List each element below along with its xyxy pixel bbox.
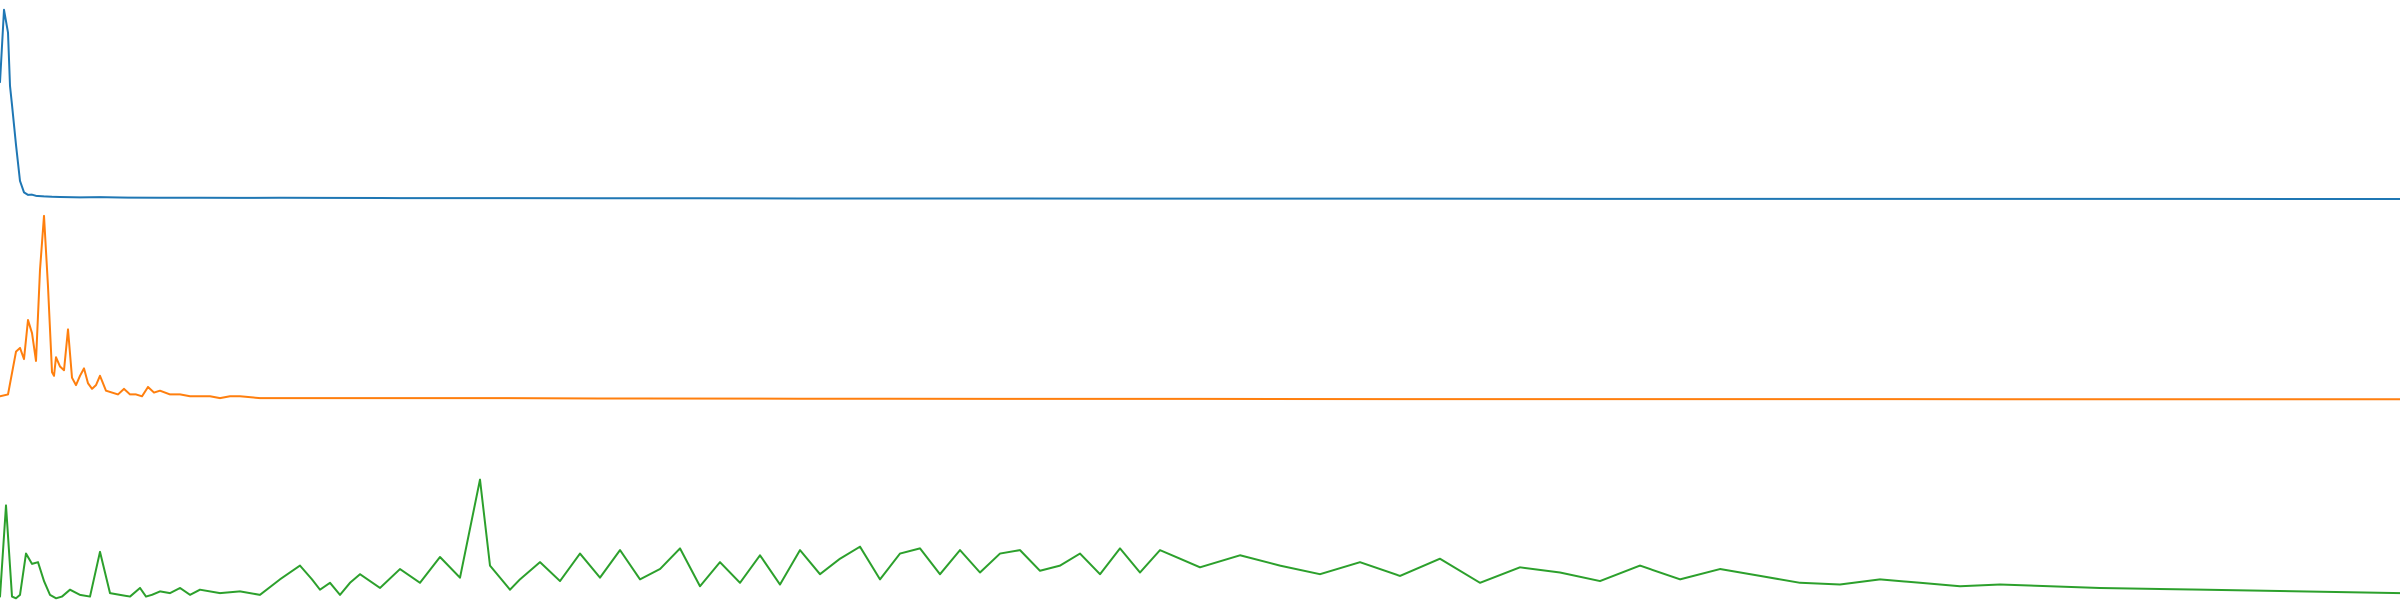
series-line-2 — [0, 216, 2400, 399]
series-line-1 — [0, 10, 2400, 199]
series-layer — [0, 10, 2400, 598]
series-line-3 — [0, 480, 2400, 599]
